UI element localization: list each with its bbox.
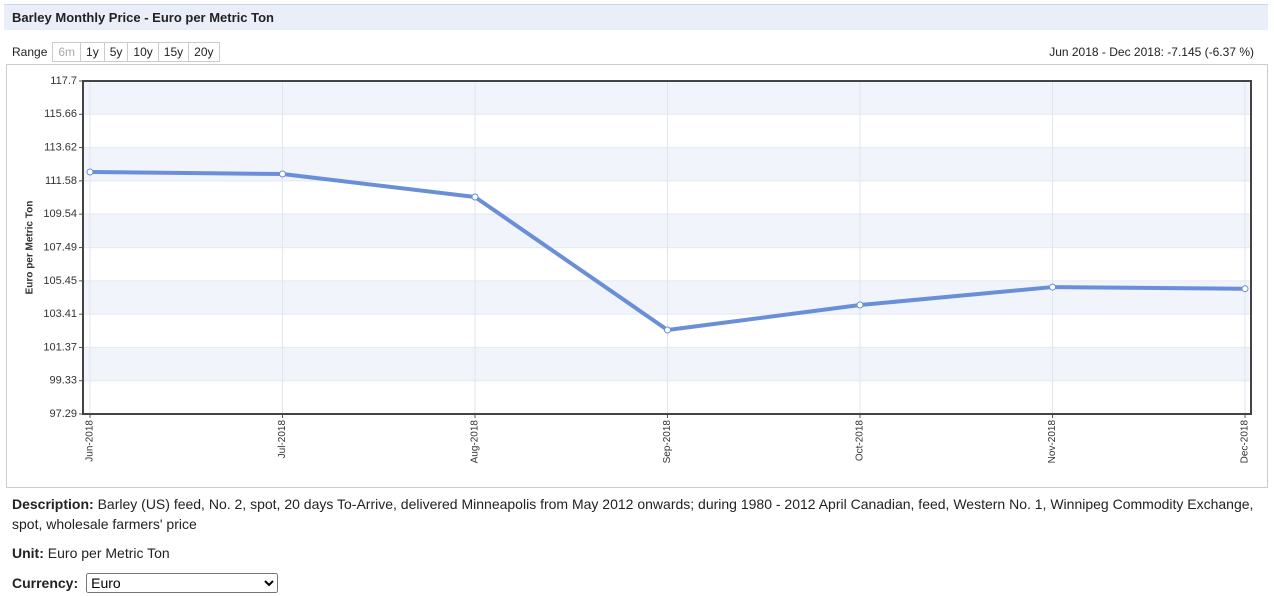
range-button[interactable]: 15y [157,42,190,62]
y-tick-label: 99.33 [49,375,77,387]
point [86,168,94,176]
point [1241,285,1249,293]
y-tick-label: 103.41 [43,308,77,320]
y-tick-label: 101.37 [43,341,77,353]
point [279,170,286,178]
range-label: Range [12,45,48,59]
x-tick-label: Jul-2018 [277,420,288,459]
currency: Currency: Euro [12,573,279,593]
unit: Unit: Euro per Metric Ton [12,545,170,561]
y-tick-label: 111.58 [45,175,77,187]
plot-border [82,80,1252,415]
chart: 97.29 99.33 101.37 103.41 105.45 107.49 109.54… [25,75,1252,464]
y-tick-label: 117.7 [50,75,77,87]
range-button[interactable]: 10y [127,42,159,62]
unit-label: Unit: [12,545,44,561]
x-tick-label: Sep-2018 [662,420,673,464]
x-tick-label: Oct-2018 [855,420,866,462]
y-tick-label: 115.66 [44,108,77,120]
point [1049,283,1056,291]
currency-label: Currency: [12,575,79,591]
y-tick-label: 107.49 [43,241,77,253]
range-button[interactable]: 6m [52,42,82,62]
description: Description: Barley (US) feed, No. 2, sp… [12,494,1262,534]
y-tick-label: 105.45 [43,275,77,287]
range-button[interactable]: 5y [103,42,129,62]
range-button[interactable]: 20y [188,42,220,62]
description-label: Description: [12,496,94,512]
header-title: Barley Monthly Price - Euro per Metric T… [4,4,1268,30]
point [856,301,864,309]
range-change: Jun 2018 - Dec 2018: -7.145 (-6.37 %) [1049,45,1254,59]
y-axis-label: Euro per Metric Ton [25,201,36,295]
point [471,193,479,201]
x-tick-label: Nov-2018 [1047,420,1058,464]
point [664,326,671,334]
chart-frame [6,64,1268,488]
range-button[interactable]: 1y [80,42,105,62]
y-tick-label: 109.54 [43,208,77,220]
x-tick-label: Jun-2018 [85,420,96,462]
x-tick-label: Dec-2018 [1240,420,1251,464]
x-tick-label: Aug-2018 [470,420,481,464]
y-tick-label: 97.29 [49,408,77,420]
y-tick-label: 113.62 [44,141,77,153]
description-text: Barley (US) feed, No. 2, spot, 20 days T… [12,496,1254,532]
currency-select[interactable]: Euro [86,573,279,593]
unit-text: Euro per Metric Ton [47,545,170,561]
range-bar: Range 6m 1y 5y 10y 15y 20y [12,42,220,62]
